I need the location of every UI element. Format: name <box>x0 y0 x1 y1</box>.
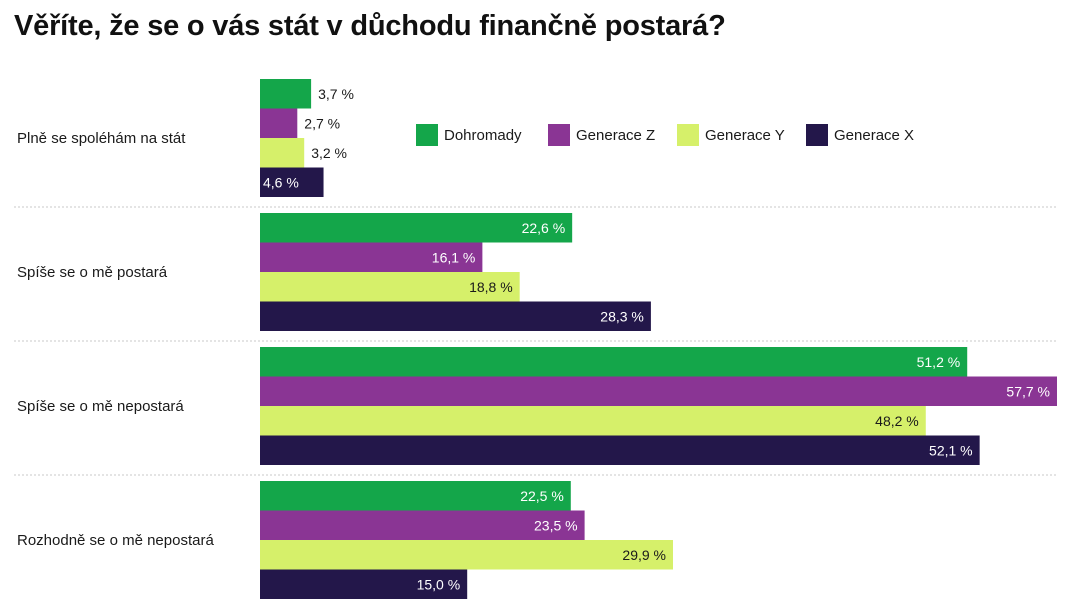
category-label: Plně se spoléhám na stát <box>17 130 186 147</box>
value-label: 22,5 % <box>520 488 564 504</box>
value-label: 2,7 % <box>304 115 340 131</box>
category-label: Rozhodně se o mě nepostará <box>17 532 214 549</box>
value-label: 57,7 % <box>1006 383 1050 399</box>
bar-generace-x <box>260 435 980 465</box>
value-label: 23,5 % <box>534 517 578 533</box>
value-label: 18,8 % <box>469 279 513 295</box>
value-label: 3,7 % <box>318 86 354 102</box>
value-label: 15,0 % <box>417 576 461 592</box>
legend-label: Dohromady <box>444 127 522 144</box>
value-label: 28,3 % <box>600 308 644 324</box>
value-label: 29,9 % <box>622 547 666 563</box>
bar-generace-y <box>260 138 305 168</box>
bar-generace-z <box>260 242 483 272</box>
bar-generace-z <box>260 510 585 540</box>
value-label: 16,1 % <box>432 249 476 265</box>
chart-title: Věříte, že se o vás stát v důchodu finan… <box>14 10 726 42</box>
bar-generace-x <box>260 301 651 331</box>
bar-dohromady <box>260 213 573 243</box>
legend-swatch <box>806 124 828 146</box>
legend-swatch <box>677 124 699 146</box>
legend-label: Generace Y <box>705 127 785 144</box>
value-label: 4,6 % <box>263 174 299 190</box>
bar-generace-x <box>260 569 468 599</box>
value-label: 3,2 % <box>311 145 347 161</box>
bar-generace-z <box>260 376 1057 406</box>
value-label: 22,6 % <box>522 220 566 236</box>
bar-generace-y <box>260 406 926 436</box>
legend-label: Generace X <box>834 127 914 144</box>
bar-dohromady <box>260 79 312 109</box>
bar-generace-x <box>260 167 324 197</box>
legend-swatch <box>416 124 438 146</box>
value-label: 48,2 % <box>875 413 919 429</box>
bar-generace-y <box>260 540 674 570</box>
bar-dohromady <box>260 481 571 511</box>
value-label: 51,2 % <box>917 354 961 370</box>
category-label: Spíše se o mě nepostará <box>17 398 184 415</box>
legend-label: Generace Z <box>576 127 655 144</box>
bar-generace-z <box>260 108 298 138</box>
bar-dohromady <box>260 347 968 377</box>
category-label: Spíše se o mě postará <box>17 264 168 281</box>
bar-generace-y <box>260 272 520 302</box>
legend-swatch <box>548 124 570 146</box>
value-label: 52,1 % <box>929 442 973 458</box>
